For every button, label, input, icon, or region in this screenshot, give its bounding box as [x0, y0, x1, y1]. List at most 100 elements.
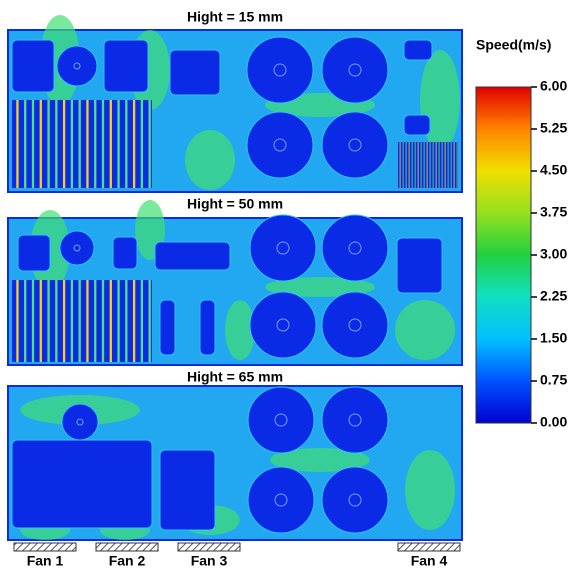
colorbar — [475, 86, 532, 424]
component — [103, 39, 149, 93]
component — [403, 114, 431, 136]
fin-gap — [109, 280, 112, 362]
fin-gap — [140, 100, 144, 188]
capacitor — [321, 111, 389, 179]
component — [17, 234, 51, 272]
fin-gap — [438, 142, 440, 188]
capacitor-center — [76, 418, 84, 426]
capacitor-center — [348, 493, 362, 507]
fin-gap — [429, 142, 431, 188]
colorbar-tick-label: 4.50 — [540, 162, 567, 178]
fin-gap — [148, 280, 151, 362]
fin-gap — [55, 280, 58, 362]
capacitor-center — [348, 241, 362, 255]
fin-gap — [125, 280, 128, 362]
fan-label: Fan 4 — [411, 553, 448, 569]
fin-gap — [31, 280, 35, 362]
fin-gap — [402, 142, 404, 188]
capacitor-center — [273, 138, 287, 152]
contour-panels: Hight = 15 mm Hight = 50 mm Hight = 65 mm — [7, 9, 463, 541]
component — [403, 39, 433, 61]
capacitor-center — [274, 493, 288, 507]
fin-gap — [132, 100, 136, 188]
component — [112, 236, 138, 270]
fin-gap — [109, 100, 112, 188]
component — [11, 39, 55, 93]
capacitor — [246, 36, 314, 104]
colorbar-tick-label: 3.00 — [540, 246, 567, 262]
capacitor — [56, 45, 98, 87]
fin-gap — [132, 280, 136, 362]
capacitor-center — [276, 241, 290, 255]
colorbar-tick-label: 2.25 — [540, 288, 567, 304]
colorbar-ticks: 6.00 5.25 4.50 3.75 3.00 2.25 1.50 0.75 0.00 — [531, 78, 567, 430]
colorbar-tick-label: 0.75 — [540, 372, 567, 388]
panel-title: Hight = 65 mm — [187, 369, 283, 385]
fin-gap — [444, 142, 446, 188]
fin-gap — [432, 142, 434, 188]
fin-gap — [441, 142, 443, 188]
fin-gap — [78, 280, 81, 362]
capacitor — [321, 466, 389, 534]
fin-gap — [70, 280, 74, 362]
fin-gap — [117, 280, 120, 362]
fin-gap — [47, 100, 50, 188]
fin-gap — [24, 100, 27, 188]
capacitor-center — [73, 62, 81, 70]
capacitor — [321, 291, 389, 359]
capacitor — [321, 36, 389, 104]
colorbar-tick-label: 3.75 — [540, 204, 567, 220]
panel-title: Hight = 15 mm — [187, 9, 283, 25]
fan — [177, 542, 241, 552]
capacitor — [59, 230, 95, 266]
capacitor-center — [73, 244, 81, 252]
capacitor-center — [273, 63, 287, 77]
capacitor-center — [274, 413, 288, 427]
fin-region — [12, 100, 152, 188]
capacitor — [249, 291, 317, 359]
fin-gap — [435, 142, 437, 188]
fan-label: Fan 3 — [191, 553, 228, 569]
fin-gap — [78, 100, 81, 188]
capacitor — [246, 111, 314, 179]
component — [159, 299, 176, 356]
capacitor-center — [348, 138, 362, 152]
capacitor-center — [348, 318, 362, 332]
velocity-patch — [395, 300, 455, 360]
fin-gap — [62, 100, 66, 188]
fin-gap — [16, 280, 19, 362]
fin-gap — [456, 142, 458, 188]
fin-gap — [39, 100, 42, 188]
fin-gap — [101, 100, 105, 188]
component — [396, 237, 443, 294]
fin-gap — [86, 100, 89, 188]
panel-title: Hight = 50 mm — [187, 196, 283, 212]
component — [199, 299, 216, 356]
fin-gap — [94, 280, 97, 362]
fin-gap — [414, 142, 416, 188]
fan — [397, 542, 461, 552]
fan — [13, 542, 77, 552]
fin-gap — [148, 100, 151, 188]
component — [159, 449, 216, 531]
fin-gap — [411, 142, 413, 188]
capacitor — [321, 214, 389, 282]
velocity-patch — [225, 300, 255, 360]
fin-gap — [450, 142, 452, 188]
fin-gap — [47, 280, 50, 362]
colorbar-tick-label: 0.00 — [540, 414, 567, 430]
fin-gap — [399, 142, 401, 188]
fin-gap — [140, 280, 144, 362]
velocity-patch — [405, 450, 455, 530]
velocity-patch — [270, 448, 370, 472]
component — [169, 49, 221, 96]
fin-gap — [70, 100, 74, 188]
capacitor — [249, 214, 317, 282]
fin-region — [12, 280, 152, 362]
capacitor-center — [348, 413, 362, 427]
fin-gap — [24, 280, 27, 362]
capacitor — [61, 403, 99, 441]
fin-gap — [408, 142, 410, 188]
fin-gap — [125, 100, 128, 188]
